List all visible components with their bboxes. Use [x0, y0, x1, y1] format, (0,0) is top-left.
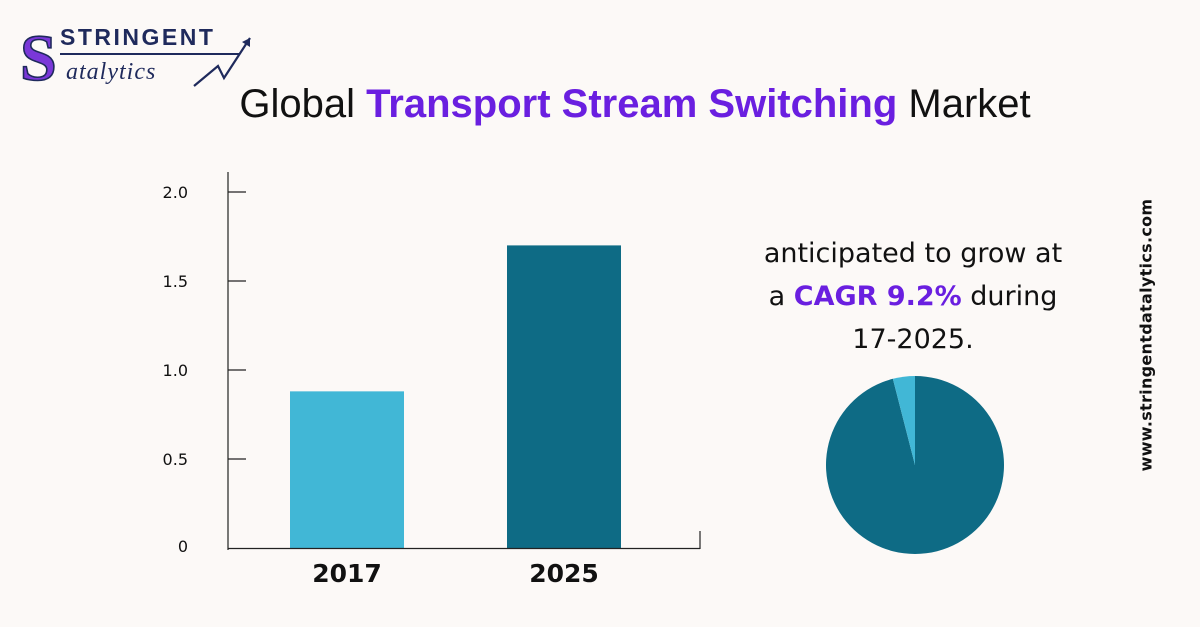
title-suffix: Market [897, 82, 1031, 126]
x-tick-label: 2017 [312, 559, 382, 588]
x-tick-label: 2025 [529, 559, 599, 588]
y-tick-label: 0.5 [163, 450, 188, 469]
y-tick-label: 1.0 [163, 361, 188, 380]
logo-line1: STRINGENT [60, 24, 215, 50]
logo-initial: S [20, 22, 57, 93]
cagr-line2-prefix: a [768, 281, 794, 313]
website-url: www.stringentdatalytics.com [1136, 198, 1156, 472]
cagr-value: CAGR 9.2% [793, 281, 962, 313]
cagr-line2: a CAGR 9.2% during [738, 275, 1088, 318]
title-prefix: Global [239, 82, 367, 126]
bar-2025 [507, 245, 621, 548]
bar-chart: 0 0.5 1.0 1.5 2.0 2017 2025 [163, 172, 701, 588]
logo-mark: S STRINGENT atalytics [19, 21, 251, 96]
logo: S STRINGENT atalytics [18, 18, 268, 96]
trend-arrow-icon [193, 37, 251, 87]
pie-slice-1 [892, 376, 915, 465]
page-title: Global Transport Stream Switching Market [0, 82, 1200, 127]
y-tick-label: 2.0 [163, 183, 188, 202]
y-tick-label: 0 [178, 537, 188, 556]
title-highlight: Transport Stream Switching [366, 82, 898, 126]
cagr-line1: anticipated to grow at [763, 238, 1063, 269]
pie-chart [826, 376, 1004, 554]
cagr-line3: 17-2025. [852, 324, 974, 356]
cagr-annotation: anticipated to grow at a CAGR 9.2% durin… [738, 232, 1088, 362]
bar-2017 [290, 391, 404, 548]
y-tick-label: 1.5 [163, 272, 188, 291]
cagr-line2-suffix: during [961, 281, 1058, 313]
logo-line2: atalytics [66, 59, 156, 85]
